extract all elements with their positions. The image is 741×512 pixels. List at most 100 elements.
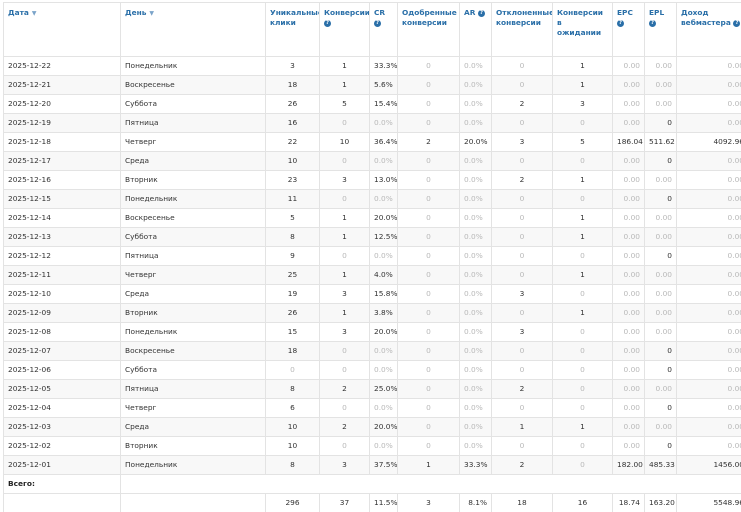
col-header-cr[interactable]: CR ? xyxy=(369,2,398,57)
help-icon[interactable]: ? xyxy=(617,19,624,27)
cell-epc: 0.00 xyxy=(612,94,645,114)
cell-ar: 0.0% xyxy=(459,360,492,380)
cell-approved: 0 xyxy=(397,227,460,247)
cell-epc: 0.00 xyxy=(612,75,645,95)
col-header-ar[interactable]: AR ? xyxy=(459,2,492,57)
cell-day: Суббота xyxy=(120,227,266,247)
col-header-date[interactable]: Дата ▼ xyxy=(3,2,121,57)
cell-rejected: 1 xyxy=(491,417,553,437)
total-ar: 8.1% xyxy=(459,493,492,512)
cell-rejected: 0 xyxy=(491,303,553,323)
cell-epl: 0.00 xyxy=(644,227,677,247)
cell-conversions: 10 xyxy=(319,132,370,152)
cell-cr: 0.0% xyxy=(369,436,398,456)
help-icon[interactable]: ? xyxy=(324,19,331,27)
cell-income: 0.00 xyxy=(676,322,741,342)
cell-day: Четверг xyxy=(120,265,266,285)
cell-income: 1456.00 xyxy=(676,455,741,475)
cell-conversions: 0 xyxy=(319,246,370,266)
col-header-conversions[interactable]: Конверсии ? xyxy=(319,2,370,57)
table-row: 2025-12-01 Понедельник 8 3 37.5% 1 33.3% 2 0 182.… xyxy=(3,455,741,475)
cell-unique-clicks: 10 xyxy=(265,417,320,437)
help-icon[interactable]: ? xyxy=(733,19,741,27)
cell-approved: 0 xyxy=(397,265,460,285)
cell-pending: 0 xyxy=(552,436,613,456)
cell-pending: 0 xyxy=(552,398,613,418)
total-epl: 163.20 xyxy=(644,493,677,512)
cell-day: Пятница xyxy=(120,113,266,133)
cell-ar: 0.0% xyxy=(459,170,492,190)
cell-date: 2025-12-17 xyxy=(3,151,121,171)
cell-rejected: 0 xyxy=(491,398,553,418)
cell-unique-clicks: 11 xyxy=(265,189,320,209)
total-clicks: 296 xyxy=(265,493,320,512)
col-header-rejected[interactable]: Отклоненные конверсии xyxy=(491,2,553,57)
help-icon[interactable]: ? xyxy=(478,9,485,17)
cell-unique-clicks: 26 xyxy=(265,94,320,114)
col-header-epl[interactable]: EPL ? xyxy=(644,2,677,57)
cell-rejected: 3 xyxy=(491,132,553,152)
cell-epc: 0.00 xyxy=(612,303,645,323)
total-empty xyxy=(120,493,266,512)
col-header-day[interactable]: День ▼ xyxy=(120,2,266,57)
cell-day: Пятница xyxy=(120,379,266,399)
col-header-approved[interactable]: Одобренные конверсии xyxy=(397,2,460,57)
cell-conversions: 2 xyxy=(319,379,370,399)
col-header-pending[interactable]: Конверсии в ожидании xyxy=(552,2,613,57)
cell-approved: 0 xyxy=(397,94,460,114)
cell-rejected: 0 xyxy=(491,341,553,361)
total-rej: 18 xyxy=(491,493,553,512)
cell-day: Вторник xyxy=(120,170,266,190)
cell-epl: 0.00 xyxy=(644,208,677,228)
col-header-unique-clicks[interactable]: Уникальные клики xyxy=(265,2,320,57)
cell-epl: 0.00 xyxy=(644,56,677,76)
cell-epl: 0 xyxy=(644,246,677,266)
cell-income: 0.00 xyxy=(676,265,741,285)
total-appr: 3 xyxy=(397,493,460,512)
cell-rejected: 0 xyxy=(491,436,553,456)
table-row: 2025-12-22 Понедельник 3 1 33.3% 0 0.0% 0 1 0.00 0… xyxy=(3,56,741,76)
cell-date: 2025-12-18 xyxy=(3,132,121,152)
cell-unique-clicks: 22 xyxy=(265,132,320,152)
cell-conversions: 2 xyxy=(319,417,370,437)
help-icon[interactable]: ? xyxy=(374,19,381,27)
col-header-income[interactable]: Доход вебмастера ? xyxy=(676,2,741,57)
cell-rejected: 0 xyxy=(491,246,553,266)
cell-ar: 0.0% xyxy=(459,208,492,228)
table-header: Дата ▼ День ▼ Уникальные клики Конверсии ?… xyxy=(3,2,741,57)
cell-conversions: 3 xyxy=(319,455,370,475)
cell-income: 0.00 xyxy=(676,113,741,133)
cell-ar: 0.0% xyxy=(459,265,492,285)
table-row: 2025-12-18 Четверг 22 10 36.4% 2 20.0% 3 5 186.04… xyxy=(3,132,741,152)
cell-conversions: 5 xyxy=(319,94,370,114)
cell-unique-clicks: 23 xyxy=(265,170,320,190)
col-header-epc[interactable]: EPC ? xyxy=(612,2,645,57)
help-icon[interactable]: ? xyxy=(649,19,656,27)
cell-ar: 0.0% xyxy=(459,246,492,266)
cell-ar: 33.3% xyxy=(459,455,492,475)
cell-cr: 15.4% xyxy=(369,94,398,114)
cell-approved: 0 xyxy=(397,417,460,437)
cell-approved: 0 xyxy=(397,113,460,133)
cell-date: 2025-12-04 xyxy=(3,398,121,418)
cell-income: 0.00 xyxy=(676,56,741,76)
cell-rejected: 0 xyxy=(491,113,553,133)
cell-conversions: 0 xyxy=(319,341,370,361)
cell-approved: 2 xyxy=(397,132,460,152)
cell-date: 2025-12-02 xyxy=(3,436,121,456)
cell-income: 0.00 xyxy=(676,379,741,399)
table-row: 2025-12-07 Воскресенье 18 0 0.0% 0 0.0% 0 0 0.00 0… xyxy=(3,341,741,361)
cell-epc: 182.00 xyxy=(612,455,645,475)
cell-ar: 0.0% xyxy=(459,436,492,456)
cell-pending: 0 xyxy=(552,455,613,475)
cell-day: Среда xyxy=(120,284,266,304)
cell-cr: 13.0% xyxy=(369,170,398,190)
cell-epc: 0.00 xyxy=(612,379,645,399)
cell-unique-clicks: 6 xyxy=(265,398,320,418)
cell-income: 0.00 xyxy=(676,170,741,190)
cell-approved: 0 xyxy=(397,246,460,266)
cell-day: Вторник xyxy=(120,436,266,456)
cell-epc: 0.00 xyxy=(612,398,645,418)
